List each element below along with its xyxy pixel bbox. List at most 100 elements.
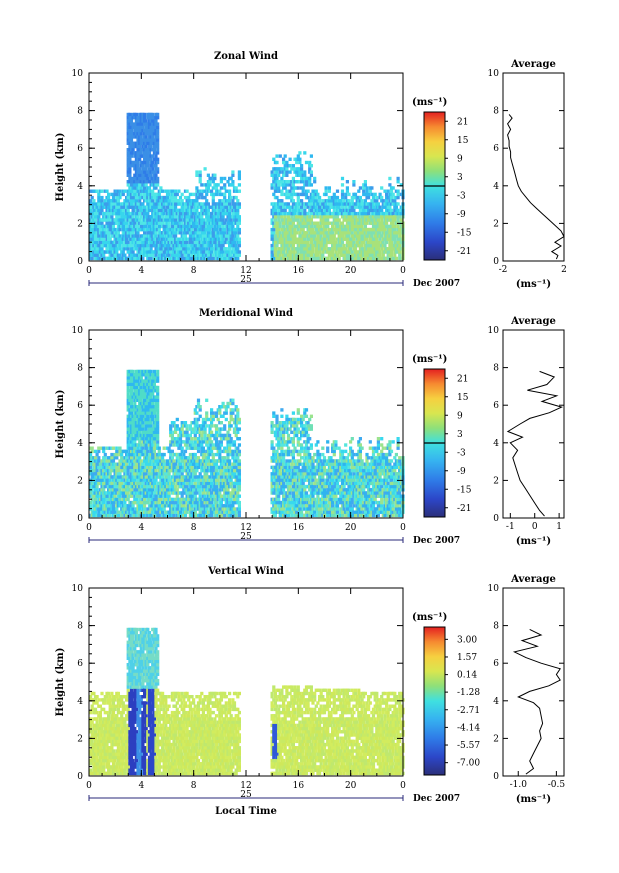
field-cell — [126, 195, 130, 200]
field-cell — [157, 504, 161, 508]
field-cell — [141, 227, 145, 232]
field-cell — [157, 215, 161, 219]
field-cell — [283, 240, 287, 245]
field-cell — [396, 218, 400, 222]
field-cell — [169, 199, 173, 203]
field-cell — [180, 215, 184, 219]
field-cell — [118, 234, 122, 238]
field-cell — [129, 119, 134, 123]
field-cell — [141, 243, 145, 248]
field-cell — [174, 208, 178, 213]
field-cell — [151, 176, 155, 181]
field-cell — [326, 218, 330, 222]
field-cell — [146, 240, 150, 245]
field-cell — [154, 205, 158, 209]
field-cell — [151, 385, 155, 390]
field-cell — [113, 189, 117, 193]
field-cell — [386, 256, 390, 261]
field-cell — [193, 237, 197, 241]
field-cell — [353, 231, 358, 235]
field-cell — [103, 202, 107, 206]
field-cell — [164, 234, 168, 238]
field-cell — [141, 481, 145, 486]
field-cell — [198, 189, 202, 193]
field-cell — [231, 173, 235, 177]
field-cell — [293, 170, 297, 174]
field-cell — [270, 183, 274, 187]
field-cell — [131, 424, 135, 428]
field-cell — [139, 421, 143, 425]
field-cell — [205, 227, 209, 232]
field-cell — [139, 376, 143, 380]
field-cell — [146, 154, 150, 158]
field-cell — [147, 224, 152, 229]
field-cell — [126, 437, 130, 441]
field-cell — [108, 221, 112, 225]
field-cell — [118, 459, 122, 463]
field-cell — [98, 462, 102, 466]
field-cell — [131, 211, 135, 216]
field-cell — [100, 234, 104, 238]
field-cell — [97, 446, 101, 450]
field-cell — [280, 243, 284, 248]
field-cell — [143, 497, 147, 502]
field-cell — [180, 199, 184, 203]
field-cell — [358, 256, 362, 261]
field-cell — [157, 500, 161, 505]
field-cell — [214, 237, 219, 241]
field-cell — [154, 135, 158, 139]
field-cell — [116, 513, 120, 518]
field-cell — [97, 481, 101, 486]
field-cell — [326, 221, 330, 225]
field-cell — [288, 183, 292, 187]
field-cell — [386, 250, 390, 254]
field-cell — [143, 507, 147, 511]
field-cell — [151, 138, 155, 142]
field-cell — [187, 243, 191, 248]
field-cell — [157, 446, 161, 450]
field-cell — [151, 125, 155, 129]
field-cell — [210, 256, 214, 261]
field-cell — [97, 192, 101, 197]
field-cell — [182, 234, 186, 238]
field-cell — [275, 227, 279, 232]
field-cell — [399, 218, 403, 222]
field-cell — [335, 218, 340, 222]
field-cell — [218, 250, 222, 254]
field-cell — [154, 389, 158, 393]
field-cell — [232, 211, 237, 216]
field-cell — [277, 173, 281, 177]
field-cell — [362, 240, 366, 245]
field-cell — [344, 211, 348, 216]
field-cell — [133, 424, 137, 428]
field-cell — [288, 234, 292, 238]
field-cell — [389, 195, 394, 200]
field-cell — [108, 456, 112, 460]
field-cell — [133, 452, 137, 457]
field-cell — [339, 240, 343, 245]
field-cell — [93, 456, 98, 460]
field-cell — [133, 475, 137, 479]
field-cell — [151, 183, 155, 187]
field-cell — [396, 176, 400, 181]
field-cell — [146, 398, 150, 402]
field-cell — [100, 243, 104, 248]
field-cell — [115, 488, 119, 492]
field-cell — [126, 504, 130, 508]
field-cell — [144, 427, 148, 431]
field-cell — [210, 221, 214, 225]
field-cell — [133, 234, 137, 238]
field-cell — [157, 472, 161, 476]
field-cell — [139, 215, 143, 219]
field-cell — [123, 227, 127, 232]
field-cell — [211, 221, 215, 225]
field-cell — [131, 392, 135, 396]
field-cell — [133, 472, 137, 476]
field-cell — [224, 250, 228, 254]
field-cell — [138, 497, 142, 502]
field-cell — [131, 421, 135, 425]
field-cell — [123, 253, 127, 257]
field-cell — [136, 160, 140, 165]
field-cell — [159, 211, 163, 216]
field-cell — [115, 240, 119, 245]
